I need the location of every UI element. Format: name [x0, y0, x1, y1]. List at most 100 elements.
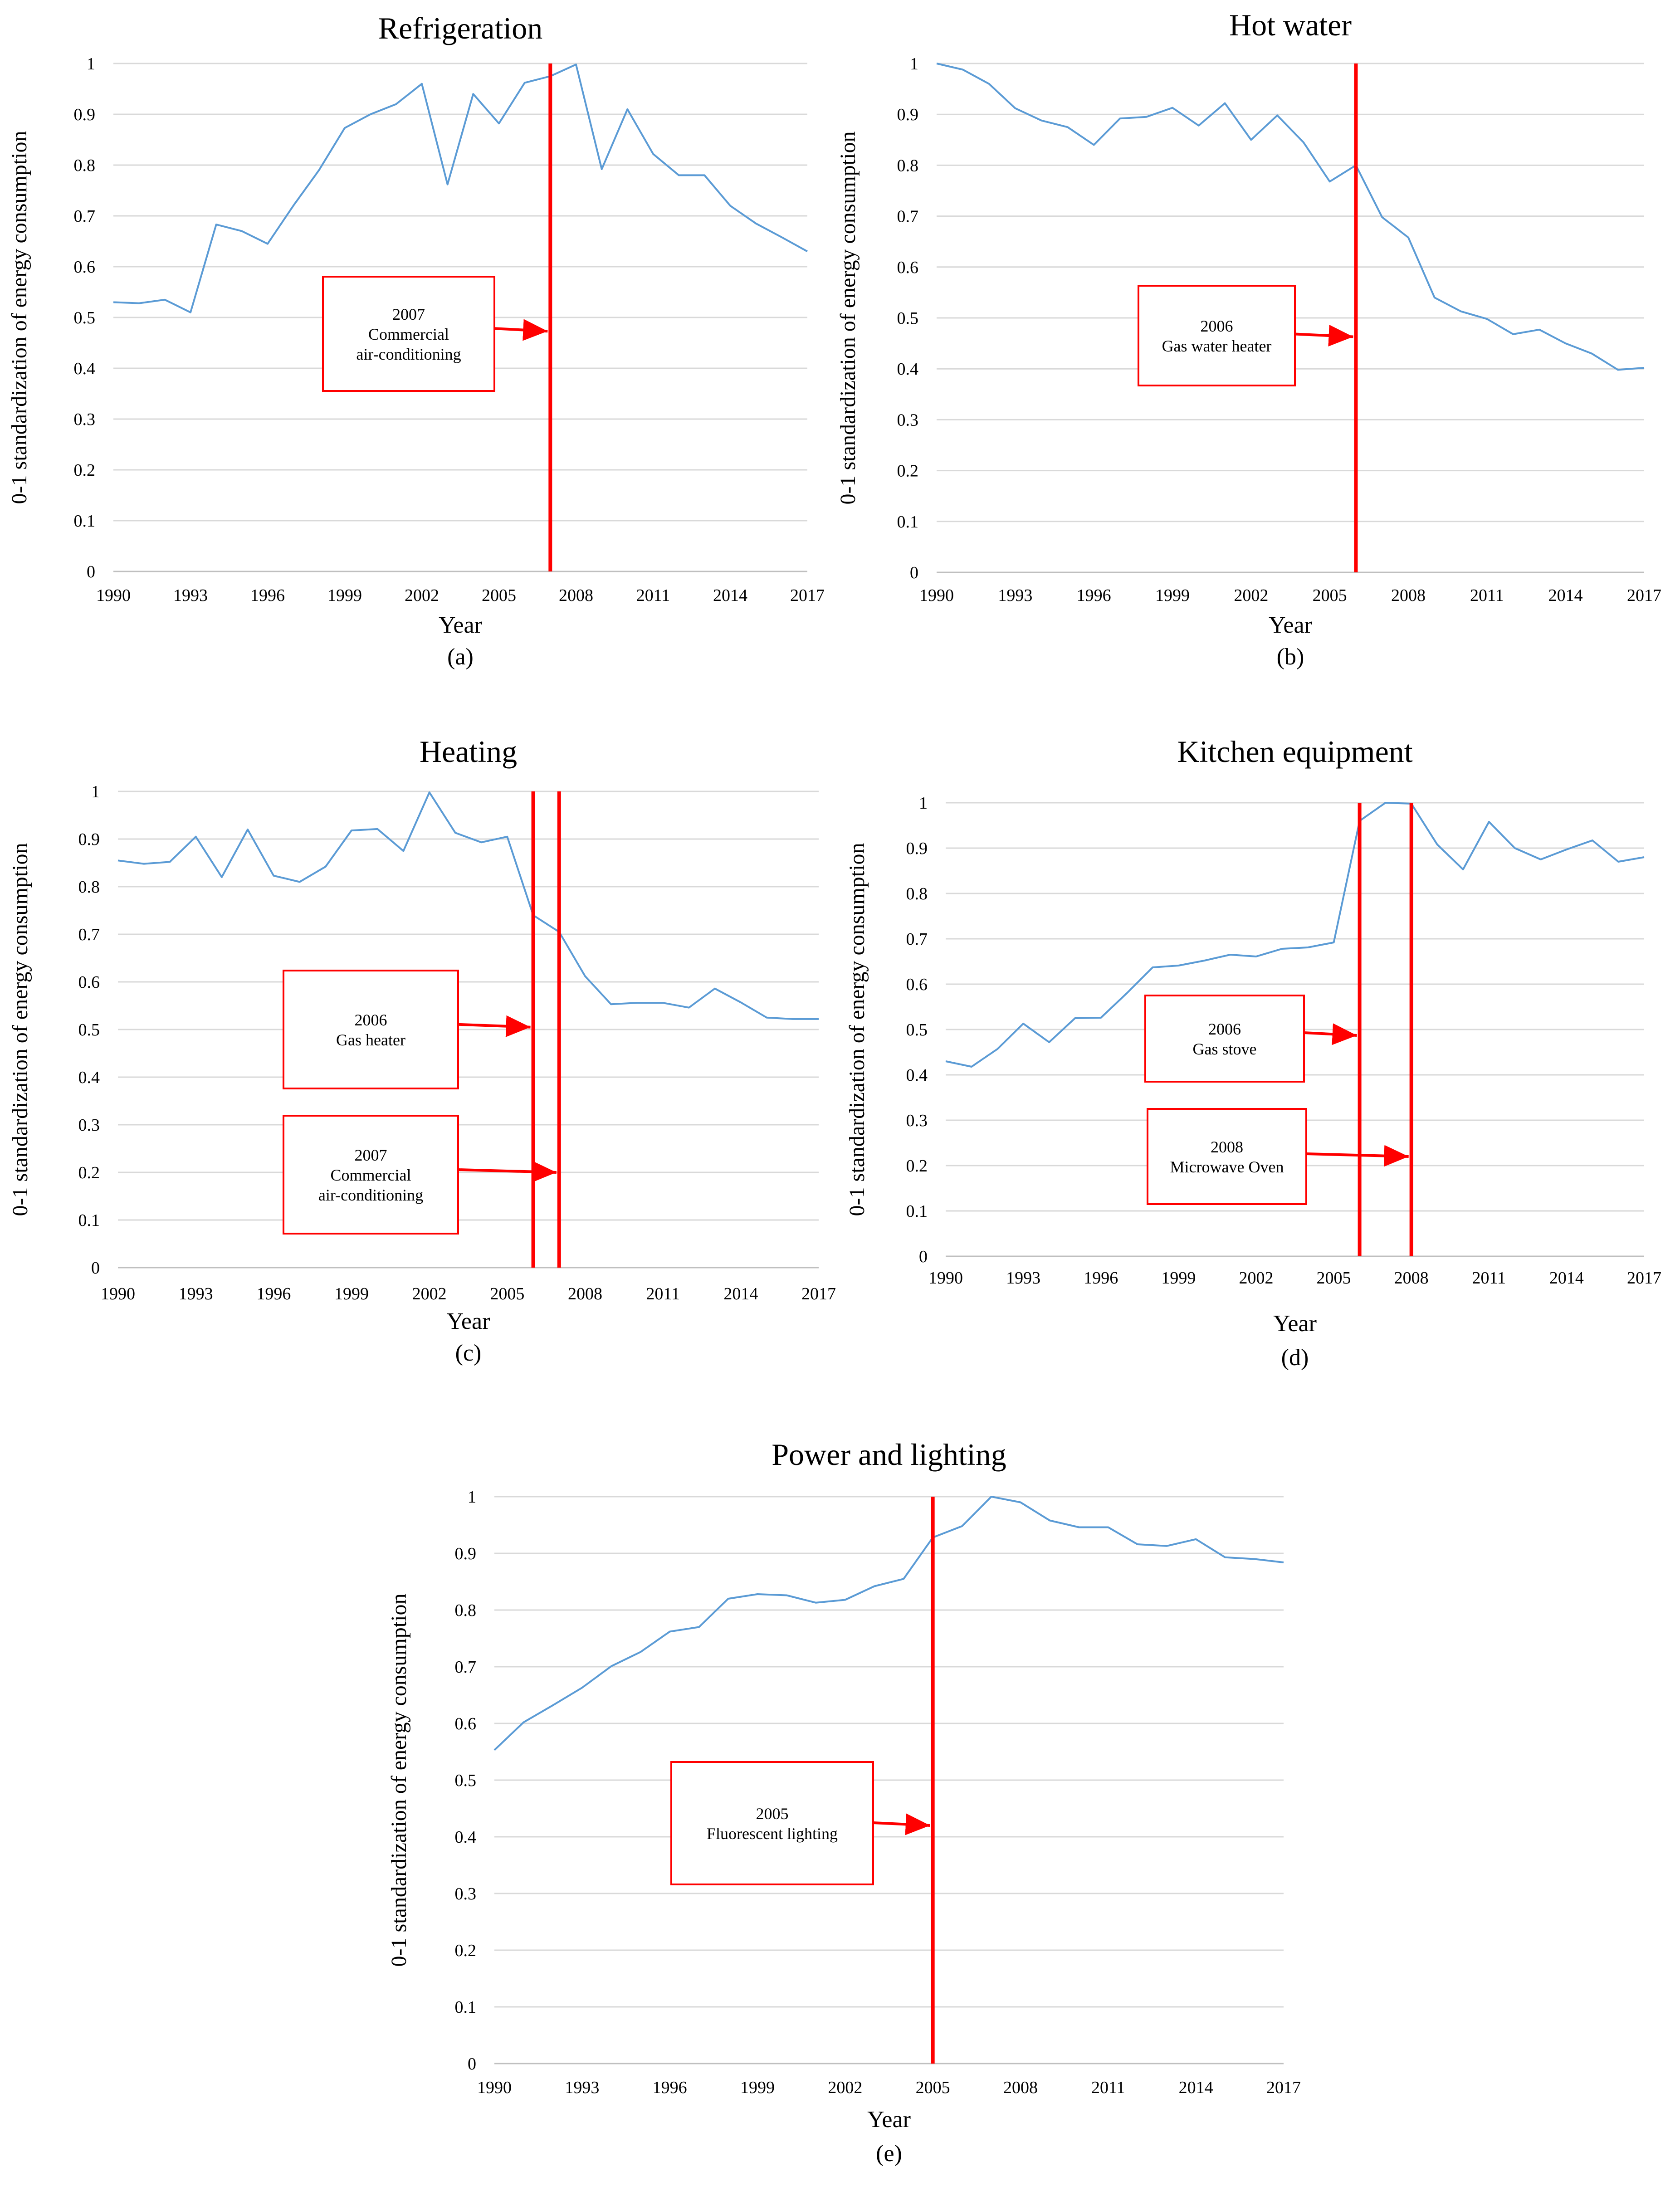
- data-point: [1280, 947, 1283, 950]
- data-point: [420, 83, 423, 85]
- annotation-box: [283, 970, 459, 1089]
- data-point: [552, 1704, 554, 1707]
- data-point: [1538, 328, 1541, 331]
- data-point: [1022, 1022, 1025, 1025]
- data-point: [266, 243, 269, 245]
- x-tick-label: 1990: [928, 1269, 963, 1288]
- x-tick-label: 2008: [1003, 2078, 1038, 2097]
- x-tick-label: 2008: [559, 586, 593, 605]
- x-tick-label: 2017: [1627, 1269, 1661, 1288]
- data-point: [1643, 856, 1646, 859]
- data-point: [142, 863, 145, 865]
- annotation-text: 2006: [355, 1011, 387, 1029]
- y-tick-label: 0.3: [74, 410, 96, 429]
- y-tick-label: 0.7: [906, 930, 928, 949]
- data-point: [493, 1749, 496, 1752]
- x-axis-label: Year: [439, 612, 482, 638]
- x-tick-label: 2017: [1627, 586, 1661, 605]
- data-point: [1460, 310, 1462, 312]
- data-point: [446, 183, 449, 186]
- data-point: [688, 1006, 690, 1009]
- y-tick-label: 0.4: [78, 1068, 100, 1087]
- x-tick-label: 2002: [412, 1284, 447, 1303]
- y-axis-label: 0-1 standardization of energy consumptio…: [8, 843, 32, 1216]
- x-tick-label: 1996: [256, 1284, 291, 1303]
- x-tick-label: 2011: [1470, 586, 1504, 605]
- data-point: [1197, 124, 1200, 127]
- data-point: [523, 82, 526, 84]
- data-point: [1118, 117, 1121, 120]
- x-tick-label: 2005: [1317, 1269, 1351, 1288]
- x-axis-label: Year: [1269, 612, 1312, 638]
- series-line: [936, 63, 1645, 371]
- data-point: [195, 835, 197, 838]
- x-tick-label: 1999: [1161, 1269, 1196, 1288]
- y-tick-label: 0.3: [78, 1116, 100, 1135]
- x-tick-label: 2014: [1549, 1269, 1584, 1288]
- y-tick-label: 0.5: [455, 1771, 477, 1790]
- y-tick-label: 0: [910, 563, 918, 582]
- x-tick-label: 2014: [1179, 2078, 1213, 2097]
- data-point: [1485, 317, 1488, 320]
- data-point: [1099, 1016, 1102, 1019]
- data-point: [272, 874, 275, 877]
- annotation-box: [283, 1115, 459, 1235]
- data-point: [1224, 1556, 1226, 1559]
- x-tick-label: 1999: [327, 586, 362, 605]
- data-point: [1617, 368, 1619, 371]
- annotation-text: 2007: [392, 305, 425, 323]
- x-tick-label: 1996: [1077, 586, 1111, 605]
- annotation-box: [1138, 285, 1296, 386]
- data-point: [815, 1601, 817, 1604]
- annotation-arrow: [1306, 1145, 1409, 1167]
- panel-d: 0 0.1 0.2 0.3 0.4 0.5 0.6 0.7 0.8 0.9 1 1990 1993 199…: [845, 734, 1661, 1371]
- data-point: [1282, 1561, 1285, 1564]
- data-point: [112, 301, 115, 303]
- series-line: [117, 791, 819, 1020]
- y-axis-label: 0-1 standardization of energy consumptio…: [7, 131, 31, 504]
- x-tick-label: 1996: [653, 2078, 687, 2097]
- annotation-arrow: [1304, 1023, 1357, 1045]
- data-point: [189, 311, 192, 314]
- annotation-text: Gas heater: [336, 1031, 405, 1049]
- data-point: [1171, 107, 1174, 109]
- data-point: [454, 831, 457, 834]
- data-point: [626, 108, 629, 111]
- y-tick-label: 0.2: [897, 462, 919, 481]
- panel-b: 0 0.1 0.2 0.3 0.4 0.5 0.6 0.7 0.8 0.9 1 1990 1993 199…: [836, 8, 1661, 670]
- data-point: [756, 1593, 759, 1596]
- y-tick-label: 0.5: [897, 309, 919, 328]
- data-point: [246, 828, 249, 831]
- data-point: [292, 205, 295, 207]
- data-point: [988, 83, 991, 85]
- x-axis-label: Year: [447, 1308, 490, 1334]
- y-tick-label: 0.1: [455, 1998, 477, 2017]
- annotation-text: air-conditioning: [318, 1186, 423, 1204]
- y-tick-label: 0.8: [455, 1601, 477, 1620]
- data-point: [729, 205, 732, 207]
- data-point: [1564, 342, 1567, 345]
- data-point: [350, 829, 353, 832]
- data-point: [117, 859, 119, 862]
- data-point: [1165, 1545, 1168, 1547]
- panel-e: 0 0.1 0.2 0.3 0.4 0.5 0.6 0.7 0.8 0.9 1 1990 1993 199…: [387, 1437, 1301, 2167]
- data-point: [1333, 941, 1335, 944]
- y-tick-label: 0: [87, 562, 95, 581]
- data-point: [755, 222, 757, 225]
- y-tick-label: 0.2: [455, 1941, 477, 1960]
- y-tick-label: 1: [910, 54, 918, 73]
- data-point: [506, 835, 508, 838]
- x-tick-label: 1999: [1155, 586, 1190, 605]
- series-line: [493, 1496, 1284, 1751]
- y-axis-label: 0-1 standardization of energy consumptio…: [387, 1594, 411, 1967]
- data-point: [584, 975, 586, 977]
- annotation-text: Fluorescent lighting: [707, 1825, 838, 1843]
- data-point: [480, 841, 483, 844]
- annotation-text: Microwave Oven: [1170, 1158, 1284, 1176]
- y-axis-label: 0-1 standardization of energy consumptio…: [836, 132, 860, 505]
- data-point: [298, 881, 301, 883]
- y-tick-label: 0.1: [906, 1202, 928, 1221]
- x-tick-label: 2014: [1548, 586, 1583, 605]
- x-axis-label: Year: [867, 2107, 911, 2133]
- x-tick-label: 2017: [1266, 2078, 1301, 2097]
